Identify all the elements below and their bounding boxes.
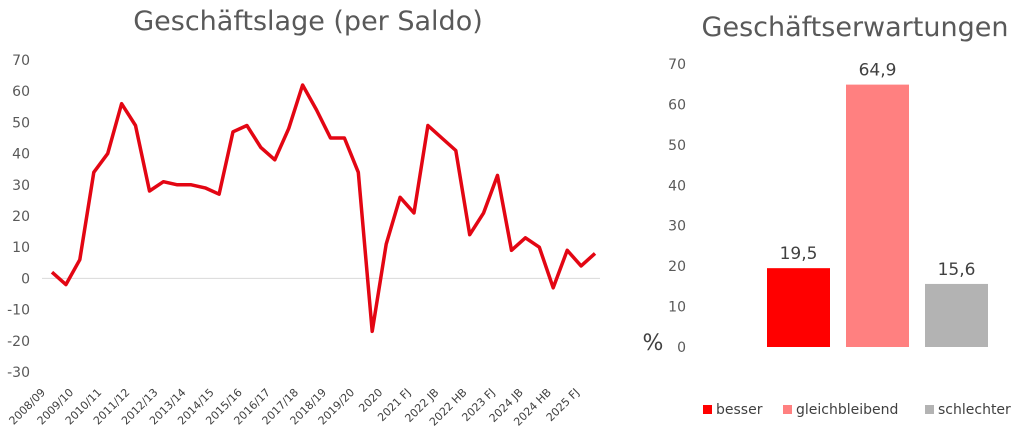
line-y-tick-label: 50 (12, 115, 30, 131)
line-y-tick-label: 10 (12, 240, 30, 256)
bar-y-tick-label: 10 (668, 300, 686, 316)
line-series (50, 83, 597, 334)
bar-y-tick-label: 30 (668, 219, 686, 235)
bar-y-tick-label: 60 (668, 97, 686, 113)
bar-schlechter (925, 283, 988, 347)
bar-chart: Geschäftserwartungen 70 60 50 40 30 20 10 0 % 1… (643, 12, 1011, 418)
line-y-tick-label: 60 (12, 84, 30, 100)
bar-y-tick-label: 40 (668, 178, 686, 194)
bar-y-tick-label: 20 (668, 259, 686, 275)
legend-swatch (703, 405, 712, 414)
bar-besser (767, 268, 830, 347)
line-chart: Geschäftslage (per Saldo) 70 60 50 40 30 20 10… (7, 6, 600, 429)
bar-chart-title: Geschäftserwartungen (702, 12, 1009, 43)
bar-y-tick-label: 70 (668, 57, 686, 73)
bar-y-tick-label: 0 (677, 340, 686, 356)
line-y-tick-label: 40 (12, 147, 30, 163)
line-chart-x-axis: 2008/092009/102010/112011/122012/132013/… (7, 386, 582, 429)
line-y-tick-label: -20 (7, 334, 30, 350)
bar-chart-y-unit: % (643, 331, 664, 356)
bar-chart-bars: 19,5 64,9 15,6 (767, 61, 988, 348)
bar-value-label: 19,5 (780, 244, 818, 264)
legend-label: besser (716, 402, 763, 418)
legend-label: gleichbleibend (796, 402, 898, 418)
bar-gleichbleibend (846, 84, 909, 348)
bar-value-label: 64,9 (859, 61, 897, 81)
legend-swatch (783, 405, 792, 414)
line-y-tick-label: 0 (21, 271, 30, 287)
line-y-tick-label: 70 (12, 53, 30, 69)
bar-chart-y-axis: 70 60 50 40 30 20 10 0 (668, 57, 686, 356)
legend-label: schlechter (938, 402, 1011, 418)
bar-value-label: 15,6 (938, 260, 976, 280)
line-y-tick-label: 30 (12, 178, 30, 194)
line-y-tick-label: -10 (7, 303, 30, 319)
bar-y-tick-label: 50 (668, 138, 686, 154)
line-y-tick-label: -30 (7, 365, 30, 381)
line-chart-title: Geschäftslage (per Saldo) (133, 6, 483, 37)
line-chart-y-axis: 70 60 50 40 30 20 10 0 -10 -20 -30 (7, 53, 30, 381)
bar-chart-legend: besser gleichbleibend schlechter (703, 402, 1011, 418)
line-y-tick-label: 20 (12, 209, 30, 225)
legend-swatch (925, 405, 934, 414)
